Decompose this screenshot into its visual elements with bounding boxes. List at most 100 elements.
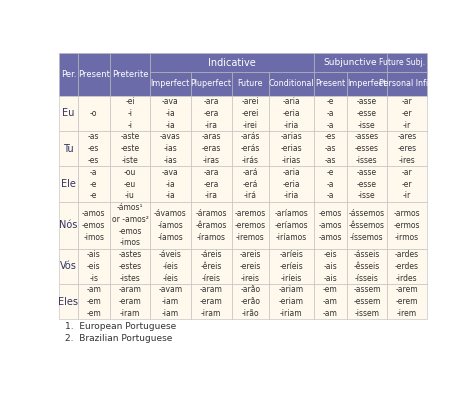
Text: -ar
-er
-ir: -ar -er -ir xyxy=(401,97,412,130)
Text: -emos
-amos
-amos: -emos -amos -amos xyxy=(319,209,342,242)
Text: -ara
-era
-ira: -ara -era -ira xyxy=(203,168,219,200)
Bar xyxy=(232,166,269,202)
Bar xyxy=(78,202,110,249)
Text: -ariam
-eriam
-iriam: -ariam -eriam -iriam xyxy=(279,286,304,318)
Bar xyxy=(78,131,110,166)
Bar xyxy=(59,166,78,202)
Bar xyxy=(191,284,232,320)
Bar xyxy=(191,72,232,96)
Bar xyxy=(314,284,346,320)
Bar xyxy=(191,202,232,249)
Text: -amos
-emos
-imos: -amos -emos -imos xyxy=(82,209,105,242)
Text: -áveis
-íeis
-íeis: -áveis -íeis -íeis xyxy=(159,250,182,283)
Text: -aríeis
-eríeis
-iríeis: -aríeis -eríeis -iríeis xyxy=(279,250,303,283)
Text: Future: Future xyxy=(237,80,263,89)
Text: -asses
-esses
-isses: -asses -esses -isses xyxy=(355,132,379,165)
Text: -ámos¹
or -amos²
-emos
-imos: -ámos¹ or -amos² -emos -imos xyxy=(111,203,148,247)
Bar xyxy=(110,202,150,249)
Bar xyxy=(346,72,387,96)
Text: Pluperfect: Pluperfect xyxy=(191,80,232,89)
Text: -ava
-ia
-ia: -ava -ia -ia xyxy=(162,97,179,130)
Bar xyxy=(110,284,150,320)
Text: -áramos
-êramos
-íramos: -áramos -êramos -íramos xyxy=(195,209,227,242)
Bar xyxy=(314,202,346,249)
Bar xyxy=(78,249,110,284)
Text: -avas
-ias
-ias: -avas -ias -ias xyxy=(160,132,181,165)
Bar xyxy=(346,166,387,202)
Text: -ais
-eis
-is: -ais -eis -is xyxy=(87,250,100,283)
Text: -aram
-eram
-iram: -aram -eram -iram xyxy=(200,286,223,318)
Bar xyxy=(387,202,427,249)
Text: 2.  Brazilian Portuguese: 2. Brazilian Portuguese xyxy=(65,334,172,343)
Bar xyxy=(191,131,232,166)
Text: Conditional: Conditional xyxy=(268,80,314,89)
Bar xyxy=(387,96,427,131)
Bar xyxy=(346,249,387,284)
Text: Personal Infin.: Personal Infin. xyxy=(379,80,435,89)
Bar xyxy=(314,96,346,131)
Bar xyxy=(269,96,314,131)
Text: -asse
-esse
-isse: -asse -esse -isse xyxy=(357,97,377,130)
Text: Nós: Nós xyxy=(59,220,78,230)
Text: 1.  European Portuguese: 1. European Portuguese xyxy=(65,322,176,331)
Text: -aremos
-eremos
-iremos: -aremos -eremos -iremos xyxy=(235,209,266,242)
Bar xyxy=(59,284,78,320)
Bar xyxy=(346,131,387,166)
Bar xyxy=(59,96,78,131)
Text: -ávamos
-íamos
-íamos: -ávamos -íamos -íamos xyxy=(154,209,187,242)
Text: Eu: Eu xyxy=(62,108,74,118)
Text: -es
-as
-as: -es -as -as xyxy=(324,132,336,165)
Bar xyxy=(59,249,78,284)
Text: Preterite: Preterite xyxy=(112,70,148,79)
Bar xyxy=(150,96,191,131)
Bar xyxy=(78,166,110,202)
Bar xyxy=(78,53,110,96)
Bar xyxy=(110,166,150,202)
Text: -a
-e
-e: -a -e -e xyxy=(90,168,98,200)
Text: Indicative: Indicative xyxy=(208,58,256,68)
Text: -asse
-esse
-isse: -asse -esse -isse xyxy=(357,168,377,200)
Bar xyxy=(232,131,269,166)
Bar xyxy=(269,202,314,249)
Text: -arás
-erás
-irás: -arás -erás -irás xyxy=(240,132,260,165)
Bar xyxy=(150,53,314,72)
Bar xyxy=(269,131,314,166)
Bar xyxy=(269,284,314,320)
Bar xyxy=(269,166,314,202)
Bar xyxy=(387,284,427,320)
Text: -em
-am
-am: -em -am -am xyxy=(323,286,337,318)
Bar xyxy=(314,131,346,166)
Text: -ara
-era
-ira: -ara -era -ira xyxy=(203,97,219,130)
Text: -áreis
-êreis
-íreis: -áreis -êreis -íreis xyxy=(201,250,222,283)
Bar xyxy=(191,96,232,131)
Text: Present: Present xyxy=(315,80,345,89)
Text: Eles: Eles xyxy=(58,297,78,307)
Text: Imperfect: Imperfect xyxy=(347,80,386,89)
Text: -ássemos
-êssemos
-íssemos: -ássemos -êssemos -íssemos xyxy=(349,209,385,242)
Text: -aria
-eria
-iria: -aria -eria -iria xyxy=(282,168,300,200)
Text: -ásseis
-êsseis
-ísseis: -ásseis -êsseis -ísseis xyxy=(354,250,380,283)
Bar xyxy=(346,202,387,249)
Text: -eis
-ais
-ais: -eis -ais -ais xyxy=(323,250,337,283)
Bar xyxy=(232,202,269,249)
Text: -am
-em
-em: -am -em -em xyxy=(86,286,101,318)
Text: -aria
-eria
-iria: -aria -eria -iria xyxy=(282,97,300,130)
Bar xyxy=(150,166,191,202)
Bar xyxy=(150,284,191,320)
Text: -ei
-i
-i: -ei -i -i xyxy=(125,97,135,130)
Bar xyxy=(191,166,232,202)
Text: Tu: Tu xyxy=(63,144,74,154)
Text: Imperfect: Imperfect xyxy=(151,80,190,89)
Bar xyxy=(150,202,191,249)
Text: -aras
-eras
-iras: -aras -eras -iras xyxy=(201,132,221,165)
Text: -ará
-erá
-irá: -ará -erá -irá xyxy=(243,168,258,200)
Text: -ou
-eu
-iu: -ou -eu -iu xyxy=(124,168,136,200)
Text: -astes
-estes
-istes: -astes -estes -istes xyxy=(118,250,142,283)
Bar xyxy=(387,53,427,72)
Text: Ele: Ele xyxy=(61,179,76,189)
Bar xyxy=(387,131,427,166)
Text: Future Subj. or: Future Subj. or xyxy=(379,58,435,67)
Bar xyxy=(78,284,110,320)
Text: -aram
-eram
-iram: -aram -eram -iram xyxy=(118,286,141,318)
Bar xyxy=(269,72,314,96)
